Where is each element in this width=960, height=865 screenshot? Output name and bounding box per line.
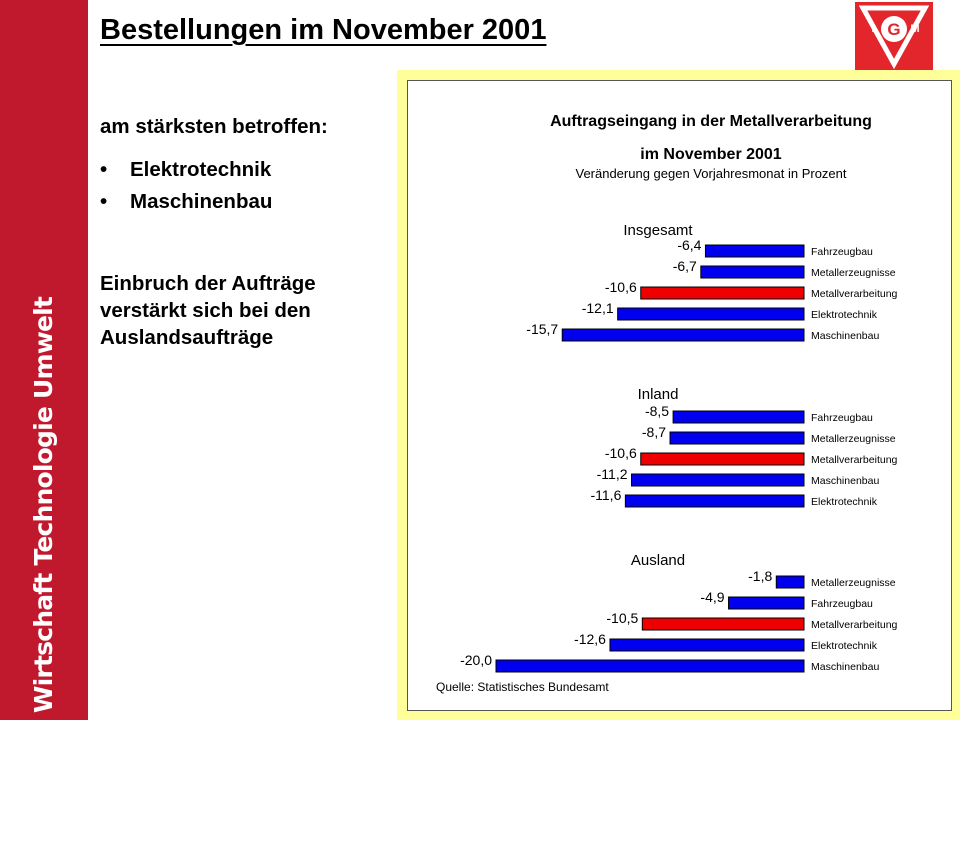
bar-category-label: Fahrzeugbau	[811, 598, 873, 610]
ig-metall-logo-icon: G I M	[855, 2, 933, 73]
bar-ausland-elektrotechnik	[609, 638, 805, 652]
bar-value-label: -20,0	[460, 652, 492, 668]
chart-panel: Auftragseingang in der Metallverarbeitun…	[407, 80, 952, 711]
chart-frame: Auftragseingang in der Metallverarbeitun…	[397, 70, 960, 720]
bullet-item: Maschinenbau	[100, 186, 390, 218]
bar-category-label: Metallverarbeitung	[811, 619, 898, 631]
bar-category-label: Metallerzeugnisse	[811, 267, 896, 279]
bar-ausland-maschinenbau	[495, 659, 805, 673]
bar-category-label: Maschinenbau	[811, 330, 879, 342]
logo-letter-m: M	[910, 23, 919, 35]
bar-insgesamt-fahrzeugbau	[704, 244, 805, 258]
bullet-item: Elektrotechnik	[100, 154, 390, 186]
bar-category-label: Fahrzeugbau	[811, 246, 873, 258]
bar-value-label: -15,7	[526, 321, 558, 337]
bar-value-label: -1,8	[748, 568, 772, 584]
bar-value-label: -10,6	[605, 279, 637, 295]
group-title-insgesamt: Insgesamt	[623, 222, 693, 239]
bar-value-label: -6,4	[677, 237, 701, 253]
bar-insgesamt-elektrotechnik	[617, 307, 805, 321]
bar-ausland-fahrzeugbau	[728, 596, 805, 610]
bar-category-label: Elektrotechnik	[811, 496, 878, 508]
chart-source: Quelle: Statistisches Bundesamt	[436, 680, 609, 694]
bar-category-label: Metallerzeugnisse	[811, 577, 896, 589]
logo-letter-g: G	[887, 20, 900, 39]
bar-value-label: -12,6	[574, 631, 606, 647]
bar-value-label: -11,6	[590, 487, 621, 503]
bar-value-label: -6,7	[673, 258, 697, 274]
bar-category-label: Metallverarbeitung	[811, 454, 898, 466]
bar-category-label: Maschinenbau	[811, 661, 879, 673]
bar-insgesamt-metallerzeugnisse	[700, 265, 805, 279]
bar-inland-fahrzeugbau	[672, 410, 805, 424]
bar-value-label: -10,5	[606, 610, 638, 626]
bar-category-label: Elektrotechnik	[811, 640, 878, 652]
bar-ausland-metallerzeugnisse	[775, 575, 805, 589]
bar-category-label: Fahrzeugbau	[811, 412, 873, 424]
group-title-inland: Inland	[638, 386, 679, 403]
chart-subtitle: Veränderung gegen Vorjahresmonat in Proz…	[575, 166, 846, 181]
bar-category-label: Metallverarbeitung	[811, 288, 898, 300]
bar-inland-elektrotechnik	[624, 494, 805, 508]
group-title-ausland: Ausland	[631, 552, 685, 569]
bar-ausland-metallverarbeitung	[641, 617, 805, 631]
bar-category-label: Metallerzeugnisse	[811, 433, 896, 445]
most-affected-label: am stärksten betroffen:	[100, 115, 328, 138]
bar-value-label: -8,5	[645, 403, 669, 419]
bar-value-label: -8,7	[642, 424, 666, 440]
bar-inland-metallverarbeitung	[640, 452, 805, 466]
bar-insgesamt-metallverarbeitung	[640, 286, 805, 300]
bar-value-label: -12,1	[582, 300, 614, 316]
bar-value-label: -10,6	[605, 445, 637, 461]
bar-category-label: Maschinenbau	[811, 475, 879, 487]
bar-category-label: Elektrotechnik	[811, 309, 878, 321]
chart-title-line2: im November 2001	[640, 146, 782, 163]
bar-insgesamt-maschinenbau	[561, 328, 805, 342]
chart-title: Auftragseingang in der Metallverarbeitun…	[550, 113, 872, 130]
page-title: Bestellungen im November 2001	[100, 14, 547, 46]
bar-value-label: -11,2	[597, 466, 628, 482]
bar-inland-metallerzeugnisse	[669, 431, 805, 445]
sidebar-label: Wirtschaft Technologie Umwelt	[29, 296, 58, 714]
summary-text-block: am stärksten betroffen: Elektrotechnik M…	[100, 113, 390, 351]
bullet-list: Elektrotechnik Maschinenbau	[100, 154, 390, 218]
sidebar: Wirtschaft Technologie Umwelt	[0, 0, 88, 720]
logo-letter-i: I	[871, 23, 874, 35]
bar-value-label: -4,9	[700, 589, 724, 605]
foreign-orders-note: Einbruch der Aufträge verstärkt sich bei…	[100, 272, 316, 349]
bar-chart: Auftragseingang in der Metallverarbeitun…	[436, 113, 898, 694]
bar-inland-maschinenbau	[631, 473, 805, 487]
